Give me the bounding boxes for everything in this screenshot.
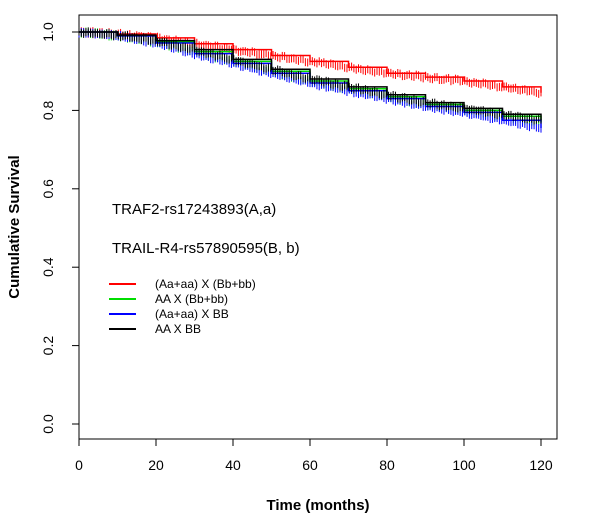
legend-label: (Aa+aa) X BB bbox=[155, 307, 229, 321]
series-layer bbox=[78, 27, 542, 133]
y-axis: 0.0 0.2 0.4 0.6 0.8 1.0 bbox=[40, 22, 79, 434]
y-tick-label: 0.6 bbox=[40, 179, 56, 199]
annotation-traf2: TRAF2-rs17243893(A,a) bbox=[112, 201, 276, 218]
legend-label: AA X (Bb+bb) bbox=[155, 292, 228, 306]
legend-label: AA X BB bbox=[155, 322, 201, 336]
legend-label: (Aa+aa) X (Bb+bb) bbox=[155, 277, 256, 291]
series-censor-marks-3 bbox=[78, 27, 542, 125]
y-tick-label: 0.2 bbox=[40, 336, 56, 356]
plot-frame bbox=[78, 14, 558, 440]
x-axis-title: Time (months) bbox=[266, 497, 369, 514]
annotation-trail-r4: TRAIL-R4-rs57890595(B, b) bbox=[112, 240, 300, 257]
x-tick-label: 60 bbox=[302, 457, 318, 473]
x-tick-label: 40 bbox=[225, 457, 241, 473]
x-tick-label: 80 bbox=[379, 457, 395, 473]
y-tick-label: 1.0 bbox=[40, 22, 56, 42]
y-tick-label: 0.0 bbox=[40, 414, 56, 434]
y-tick-label: 0.8 bbox=[40, 100, 56, 120]
x-tick-label: 120 bbox=[529, 457, 553, 473]
legend: (Aa+aa) X (Bb+bb)AA X (Bb+bb)(Aa+aa) X B… bbox=[109, 277, 256, 336]
x-tick-label: 100 bbox=[452, 457, 476, 473]
y-tick-label: 0.4 bbox=[40, 257, 56, 277]
x-axis: 0 20 40 60 80 100 120 bbox=[75, 439, 553, 473]
x-tick-label: 0 bbox=[75, 457, 83, 473]
y-axis-title: Cumulative Survival bbox=[6, 155, 23, 298]
x-tick-label: 20 bbox=[148, 457, 164, 473]
